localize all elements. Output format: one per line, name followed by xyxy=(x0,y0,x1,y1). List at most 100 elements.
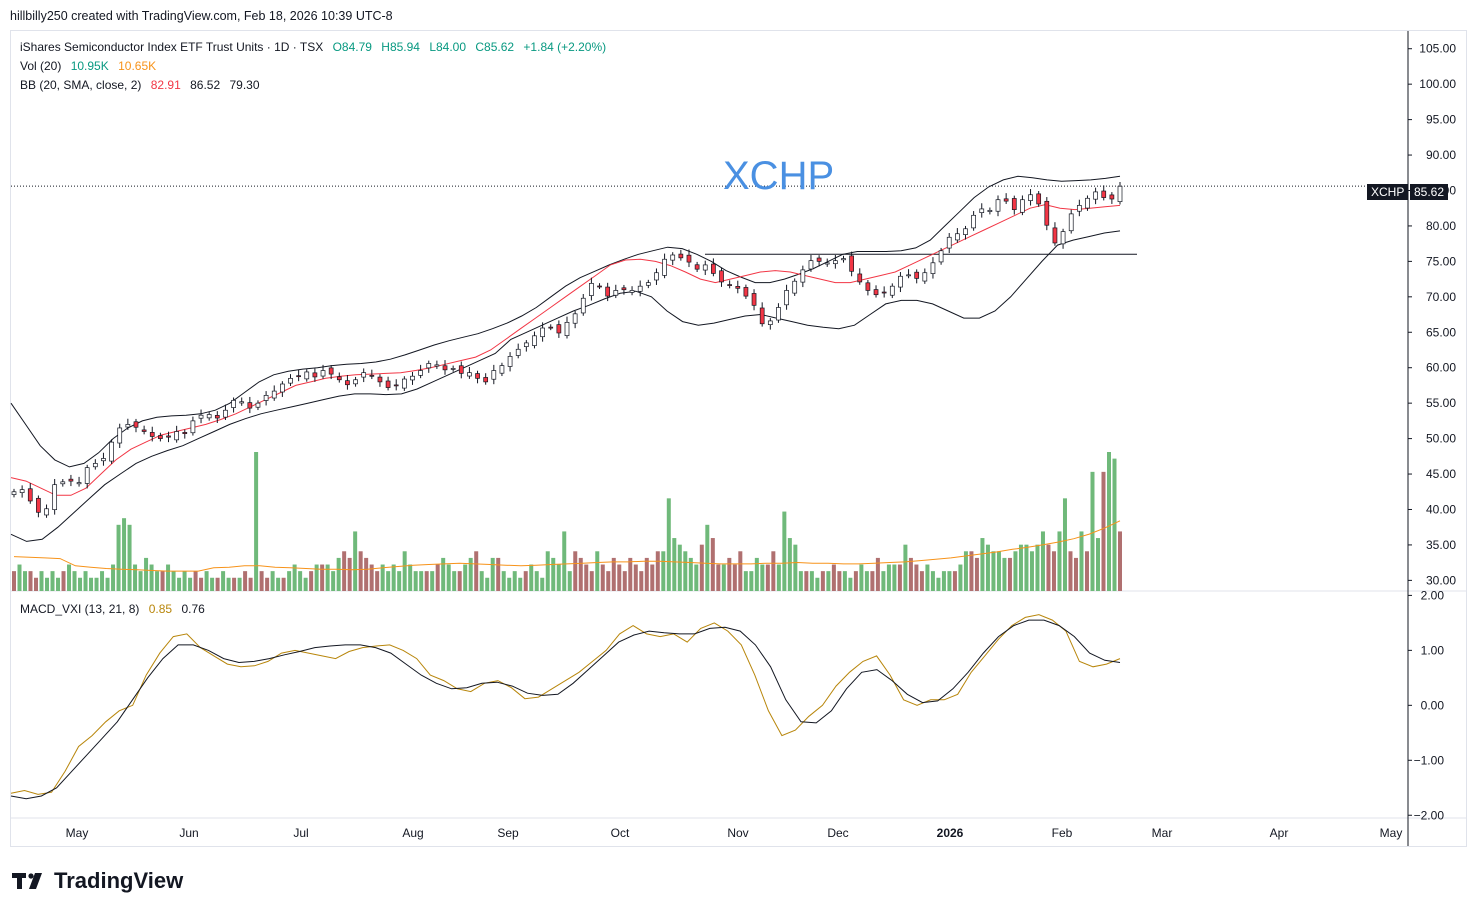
legend-vol-value: 10.95K xyxy=(70,59,109,73)
legend-vol-ma: 10.65K xyxy=(118,59,157,73)
legend-title-row: iShares Semiconductor Index ETF Trust Un… xyxy=(20,40,612,54)
candle-body xyxy=(1117,185,1123,203)
candle-body xyxy=(76,482,82,485)
candle-body xyxy=(1020,199,1025,213)
legend-vol-row: Vol (20) 10.95K 10.65K xyxy=(20,59,162,73)
volume-bar xyxy=(298,571,303,591)
volume-bar xyxy=(435,564,440,591)
candle-body xyxy=(320,370,326,377)
volume-bar xyxy=(529,564,534,591)
candle-body xyxy=(1085,197,1090,209)
candle-body xyxy=(280,383,285,393)
candle-body xyxy=(467,372,472,377)
candle-body xyxy=(922,272,928,282)
volume-bar xyxy=(325,564,330,591)
legend-macd-label[interactable]: MACD_VXI (13, 21, 8) xyxy=(20,602,140,616)
volume-bar xyxy=(89,577,94,591)
volume-bar xyxy=(375,571,380,591)
volume-bar xyxy=(56,577,61,591)
volume-bar xyxy=(639,571,644,591)
volume-bar xyxy=(309,571,314,591)
candle-body xyxy=(92,463,98,468)
candle-body xyxy=(125,424,131,428)
volume-bar xyxy=(996,551,1001,591)
tradingview-logo[interactable]: TradingView xyxy=(12,868,183,894)
volume-bar xyxy=(1002,557,1007,591)
volume-bar xyxy=(628,557,633,591)
candle-body xyxy=(548,326,554,329)
candle-body xyxy=(759,307,765,325)
candle-body xyxy=(158,435,163,439)
volume-bar xyxy=(881,571,886,591)
volume-bar xyxy=(397,571,402,591)
volume-bar xyxy=(1106,452,1111,591)
volume-bar xyxy=(787,538,792,591)
volume-bar xyxy=(287,571,292,591)
legend-bb-label[interactable]: BB (20, SMA, close, 2) xyxy=(20,78,142,92)
candle-body xyxy=(1093,191,1098,200)
candle-body xyxy=(613,290,619,296)
legend-vol-label[interactable]: Vol (20) xyxy=(20,59,62,73)
candle-body xyxy=(808,260,814,270)
time-tick-label: May xyxy=(66,826,89,840)
candle-body xyxy=(589,283,594,296)
volume-bar xyxy=(122,518,127,591)
legend-symbol-title[interactable]: iShares Semiconductor Index ETF Trust Un… xyxy=(20,40,324,54)
volume-bar xyxy=(523,571,528,591)
legend-bb-basis: 82.91 xyxy=(150,78,181,92)
volume-bar xyxy=(859,564,864,591)
candle-body xyxy=(841,258,846,261)
volume-bar xyxy=(413,571,418,591)
candle-body xyxy=(223,409,228,418)
price-tick-label: 40.00 xyxy=(1426,502,1456,516)
volume-bar xyxy=(1040,531,1045,591)
volume-bar xyxy=(897,564,902,591)
candle-body xyxy=(410,375,415,381)
candle-body xyxy=(865,282,871,291)
volume-bar xyxy=(501,571,506,591)
volume-bar xyxy=(991,551,996,591)
candle-body xyxy=(117,427,123,444)
candle-body xyxy=(27,488,33,502)
candle-body xyxy=(247,402,253,409)
volume-bar xyxy=(485,577,490,591)
volume-bar xyxy=(50,571,55,591)
candle-body xyxy=(206,414,212,419)
volume-bar xyxy=(292,564,297,591)
candle-body xyxy=(182,432,188,434)
candle-body xyxy=(149,432,155,437)
volume-bar xyxy=(61,571,66,591)
candle-body xyxy=(166,435,171,438)
legend-close: C85.62 xyxy=(475,40,515,54)
candle-body xyxy=(133,421,139,428)
candle-body xyxy=(572,313,578,324)
volume-bar xyxy=(853,571,858,591)
volume-bar xyxy=(540,577,545,591)
price-tick-label: 60.00 xyxy=(1426,361,1456,375)
bb-lower-line xyxy=(10,230,1121,542)
volume-bar xyxy=(578,557,583,591)
time-tick-label: Feb xyxy=(1052,826,1073,840)
candle-body xyxy=(654,272,659,281)
volume-bar xyxy=(1062,498,1067,591)
volume-bar xyxy=(188,577,193,591)
candle-body xyxy=(1076,205,1082,212)
volume-bar xyxy=(721,564,726,591)
candle-body xyxy=(873,289,879,296)
volume-bar xyxy=(221,571,226,591)
volume-bar xyxy=(644,557,649,591)
candle-body xyxy=(678,253,684,259)
legend-macd-row: MACD_VXI (13, 21, 8) 0.85 0.76 xyxy=(20,602,211,616)
candle-body xyxy=(450,368,456,370)
macd-tick-label: 0.00 xyxy=(1421,698,1445,712)
legend-bb-upper: 86.52 xyxy=(190,78,221,92)
volume-bar xyxy=(155,571,160,591)
candle-body xyxy=(426,363,432,369)
candle-body xyxy=(1060,231,1066,245)
volume-bar xyxy=(573,551,578,591)
candle-body xyxy=(36,497,41,513)
symbol-annotation: XCHP xyxy=(723,154,835,198)
candle-body xyxy=(955,233,960,241)
volume-bar xyxy=(672,538,677,591)
